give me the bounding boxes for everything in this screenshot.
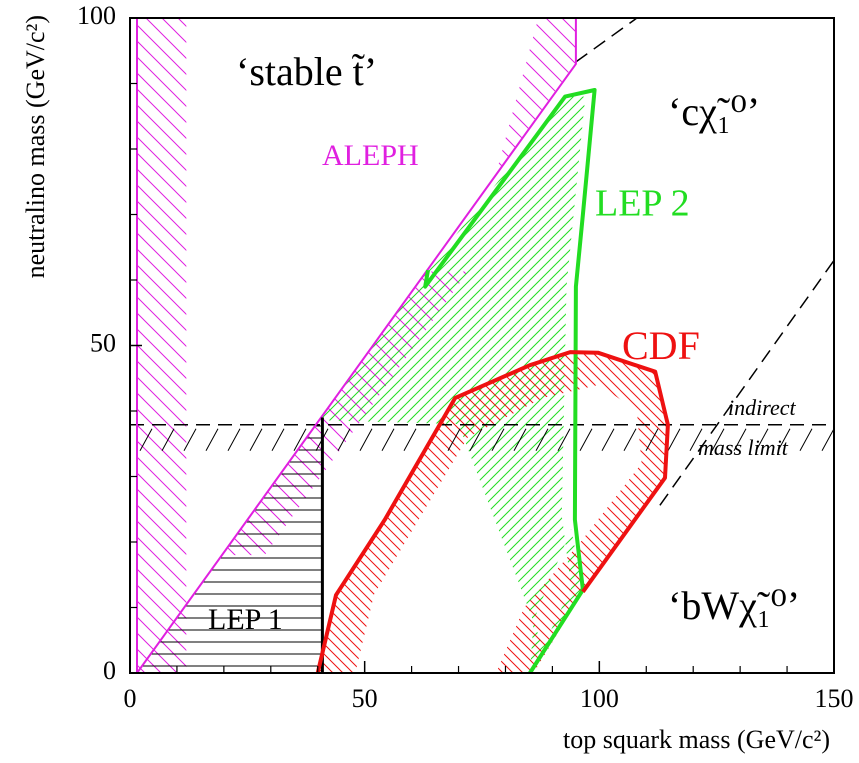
y-axis-label: neutralino mass (GeV/c²) xyxy=(21,15,50,278)
reference-line xyxy=(659,259,835,506)
limit-hatch xyxy=(623,428,637,451)
limit-hatch xyxy=(579,428,593,451)
limit-hatch xyxy=(601,428,615,451)
limit-hatch xyxy=(491,428,505,451)
y-tick-label: 100 xyxy=(77,1,116,30)
limit-hatch xyxy=(403,428,417,451)
limit-hatch xyxy=(535,428,549,451)
contour-line xyxy=(423,88,597,675)
limit-hatch xyxy=(733,428,747,451)
limit-hatch xyxy=(337,428,351,451)
limit-hatch xyxy=(689,428,703,451)
limit-hatch xyxy=(557,428,571,451)
annotation: indirect xyxy=(728,395,796,420)
limit-hatch xyxy=(447,428,461,451)
annotation: ‘bWχ̃₁⁰’ xyxy=(668,583,800,628)
x-tick-label: 0 xyxy=(124,684,137,713)
series-label: CDF xyxy=(622,323,700,368)
limit-hatch xyxy=(381,428,395,451)
series-label: ALEPH xyxy=(322,139,419,172)
limit-hatch xyxy=(139,428,153,451)
limit-hatch xyxy=(513,428,527,451)
limit-hatch xyxy=(249,428,263,451)
x-tick-label: 150 xyxy=(815,684,854,713)
limit-hatch xyxy=(161,428,175,451)
limit-hatch xyxy=(205,428,219,451)
limit-hatch xyxy=(469,428,483,451)
limit-hatch xyxy=(711,428,725,451)
hatched-region xyxy=(137,18,576,673)
x-axis-label: top squark mass (GeV/c²) xyxy=(563,725,830,754)
annotation: ‘cχ̃₁⁰’ xyxy=(668,89,760,134)
limit-hatch xyxy=(821,428,835,451)
limit-hatch xyxy=(645,428,659,451)
annotation: ‘stable t̃’ xyxy=(236,49,377,94)
series-label: LEP 1 xyxy=(208,603,283,636)
limit-hatch xyxy=(359,428,373,451)
limit-hatch xyxy=(667,428,681,451)
limit-hatch xyxy=(777,428,791,451)
y-tick-label: 50 xyxy=(90,328,116,357)
limit-hatch xyxy=(293,428,307,451)
limit-hatch xyxy=(227,428,241,451)
annotation: mass limit xyxy=(698,435,789,460)
limit-hatch xyxy=(271,428,285,451)
x-tick-label: 100 xyxy=(580,684,619,713)
x-tick-label: 50 xyxy=(352,684,378,713)
y-tick-label: 0 xyxy=(103,656,116,685)
limit-hatch xyxy=(755,428,769,451)
limit-hatch xyxy=(799,428,813,451)
reference-line xyxy=(575,17,638,63)
series-label: LEP 2 xyxy=(595,183,690,225)
hatched-region xyxy=(320,96,586,674)
limit-hatch xyxy=(183,428,197,451)
contour-line xyxy=(315,350,670,674)
